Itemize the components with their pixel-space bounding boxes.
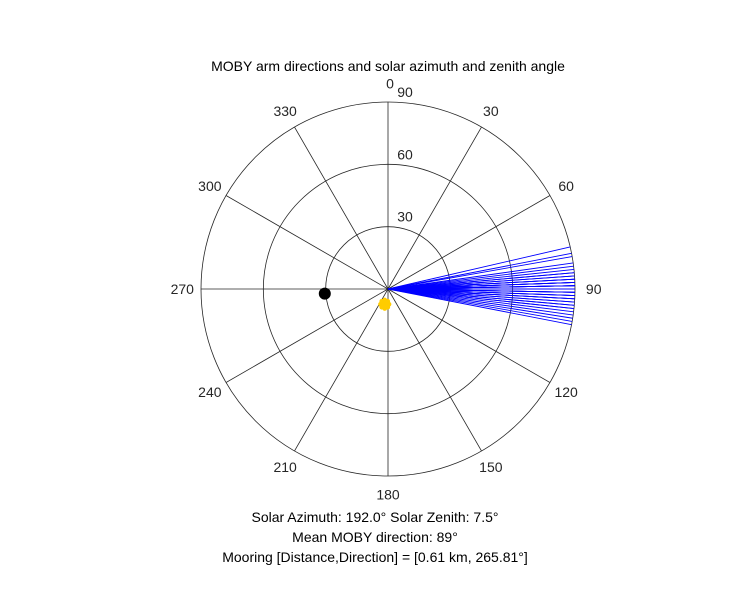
- grid-spoke-210: [294, 288, 389, 452]
- arm-line-35: [387, 288, 575, 300]
- arm-line-3: [387, 262, 574, 290]
- arm-line-9: [387, 275, 575, 290]
- annotations: Solar Azimuth: 192.0° Solar Zenith: 7.5°…: [0, 507, 750, 567]
- mooring-marker: [318, 287, 331, 300]
- angle-label-150: 150: [479, 459, 503, 475]
- grid-spoke-60: [387, 195, 551, 290]
- angle-label-210: 210: [273, 459, 297, 475]
- angle-label-330: 330: [273, 103, 297, 119]
- arm-line-41: [387, 288, 575, 309]
- arm-line-12: [387, 278, 575, 290]
- angle-label-180: 180: [376, 487, 400, 503]
- arm-line-46: [387, 288, 572, 326]
- arm-directions: [387, 246, 575, 326]
- chart-title: MOBY arm directions and solar azimuth an…: [211, 58, 565, 74]
- angle-label-240: 240: [198, 384, 222, 400]
- solar-annotation: Solar Azimuth: 192.0° Solar Zenith: 7.5°: [251, 509, 499, 525]
- angle-label-90: 90: [586, 281, 602, 297]
- arm-line-1: [387, 252, 572, 290]
- arm-line-0: [387, 246, 571, 290]
- angle-label-0: 0: [386, 75, 394, 91]
- angle-label-120: 120: [554, 384, 578, 400]
- polar-grid: [200, 101, 576, 477]
- arm-line-4: [387, 265, 574, 290]
- angle-label-270: 270: [171, 281, 195, 297]
- angle-tick-labels: 0 30 60 90 120 150 180 210 240 270 300 330: [171, 75, 602, 502]
- sun-core: [381, 300, 389, 308]
- arm-line-16: [387, 282, 575, 290]
- markers: [318, 287, 392, 311]
- arm-line-45: [387, 288, 573, 322]
- grid-spoke-300: [225, 195, 389, 290]
- radial-label-60: 60: [397, 146, 413, 162]
- arm-line-39: [387, 288, 575, 306]
- grid-spoke-150: [387, 288, 482, 452]
- arm-line-7: [387, 272, 575, 290]
- radial-label-90: 90: [397, 84, 413, 100]
- arm-line-29: [387, 288, 575, 293]
- arm-line-43: [387, 288, 574, 316]
- sun-marker: [378, 297, 392, 311]
- arm-line-37: [387, 288, 575, 303]
- arm-line-32: [387, 288, 575, 296]
- mean-direction-annotation: Mean MOBY direction: 89°: [292, 529, 458, 545]
- radial-label-30: 30: [397, 209, 413, 225]
- mooring-annotation: Mooring [Distance,Direction] = [0.61 km,…: [222, 549, 528, 565]
- angle-label-300: 300: [198, 178, 222, 194]
- arm-line-44: [387, 288, 573, 319]
- angle-label-30: 30: [483, 103, 499, 119]
- arm-line-2: [387, 256, 573, 290]
- grid-spoke-30: [387, 126, 482, 290]
- arm-line-21: [387, 285, 575, 290]
- grid-spoke-120: [387, 288, 551, 383]
- arm-line-42: [387, 288, 574, 313]
- grid-spoke-330: [294, 126, 389, 290]
- arm-line-5: [387, 269, 575, 290]
- radial-tick-labels: 30 60 90: [397, 84, 413, 225]
- grid-spoke-240: [225, 288, 389, 383]
- angle-label-60: 60: [558, 178, 574, 194]
